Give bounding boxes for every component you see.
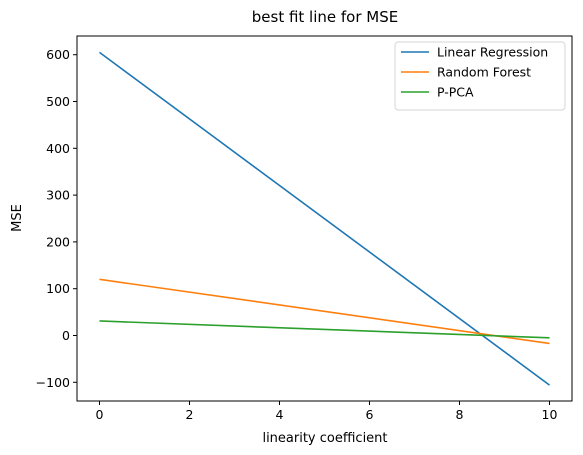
y-tick-label: −100 [36,375,70,390]
legend-label: P-PCA [437,85,474,100]
ticks: 0 2 4 6 8 10 −100 0 100 200 300 400 500 600 [36,47,558,422]
legend: Linear Regression Random Forest P-PCA [394,41,566,111]
plot-frame [76,35,573,402]
x-tick-label: 6 [366,407,374,422]
y-tick-label: 600 [46,47,70,62]
y-tick-label: 500 [46,94,70,109]
y-tick-label: 300 [46,188,70,203]
legend-label: Random Forest [437,65,531,80]
series-line-2 [99,278,550,345]
x-tick-label: 10 [542,407,558,422]
series-line-3 [99,320,550,339]
x-tick-label: 0 [96,407,104,422]
legend-box [394,41,566,111]
y-tick-label: 0 [62,328,70,343]
y-tick-label: 100 [46,281,70,296]
x-tick-label: 8 [456,407,464,422]
chart-title: best fit line for MSE [252,8,398,26]
x-axis-label: linearity coefficient [262,431,387,446]
plot-area [99,51,550,386]
x-tick-label: 2 [186,407,194,422]
x-tick-label: 4 [276,407,284,422]
y-tick-label: 400 [46,141,70,156]
y-axis-label: MSE [10,204,25,232]
y-tick-label: 200 [46,234,70,249]
legend-label: Linear Regression [437,45,548,60]
series-line-1 [99,51,550,386]
